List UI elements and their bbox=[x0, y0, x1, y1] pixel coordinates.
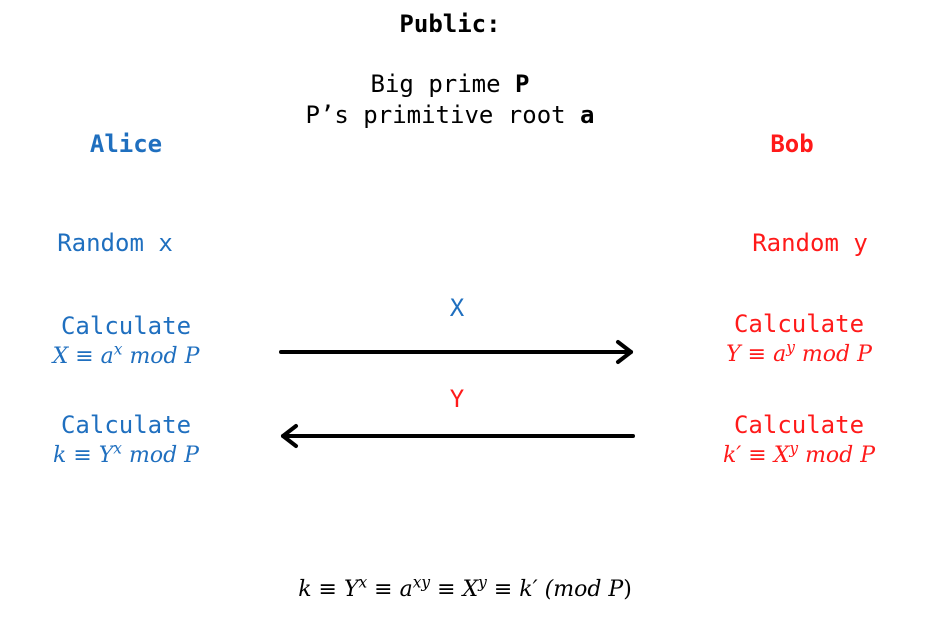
alice-calc1-rhs: mod P bbox=[122, 344, 200, 369]
alice-calc2-formula: k ≡ Yx mod P bbox=[53, 439, 199, 468]
bob-name: Bob bbox=[770, 130, 814, 158]
alice-calc1-label: Calculate bbox=[60, 312, 192, 340]
alice-calc1-formula: X ≡ ax mod P bbox=[52, 340, 200, 369]
alice-name: Alice bbox=[89, 130, 163, 158]
alice-calc1-exp: x bbox=[113, 340, 123, 359]
public-prime-line: Big prime P bbox=[371, 70, 530, 98]
bob-calc1-lhs: Y ≡ a bbox=[726, 342, 787, 367]
conclusion-part-1: k ≡ Y bbox=[298, 577, 359, 602]
public-root-prefix: P’s primitive root bbox=[305, 101, 581, 129]
conclusion-exp-3: y bbox=[478, 573, 487, 592]
alice-calc2-rhs: mod P bbox=[121, 443, 199, 468]
bob-calc2-exp: y bbox=[789, 439, 799, 458]
shared-key-equation: k ≡ Yx ≡ axy ≡ Xy ≡ k′ (mod P) bbox=[298, 573, 632, 602]
bob-calc2-rhs: mod P bbox=[798, 443, 876, 468]
bob-calc2-lhs: k′ ≡ X bbox=[722, 443, 790, 468]
conclusion-part-6: ) bbox=[623, 577, 632, 602]
public-prime-prefix: Big prime bbox=[370, 70, 516, 98]
alice-random: Random x bbox=[57, 229, 173, 257]
conclusion-exp-2: xy bbox=[412, 573, 431, 592]
public-prime-symbol: P bbox=[515, 70, 530, 98]
conclusion-part-4: ≡ k′ ( bbox=[486, 577, 554, 602]
bob-calc2-formula: k′ ≡ Xy mod P bbox=[722, 439, 876, 468]
alice-calc1-lhs: X ≡ a bbox=[52, 344, 114, 369]
public-root-line: P’s primitive root a bbox=[306, 101, 595, 129]
exchange-x-label: X bbox=[449, 294, 465, 322]
alice-calc2-label: Calculate bbox=[60, 411, 192, 439]
bob-random: Random y bbox=[752, 229, 868, 257]
conclusion-part-2: ≡ a bbox=[367, 577, 413, 602]
bob-calc1-rhs: mod P bbox=[794, 342, 872, 367]
alice-calc2-exp: x bbox=[113, 439, 122, 458]
public-root-symbol: a bbox=[580, 101, 595, 129]
bob-calc2-label: Calculate bbox=[733, 411, 865, 439]
exchange-y-label: Y bbox=[449, 385, 465, 413]
conclusion-part-5: mod P bbox=[553, 577, 624, 602]
arrow-bob-to-alice bbox=[281, 424, 635, 448]
conclusion-part-3: ≡ X bbox=[430, 577, 479, 602]
conclusion-exp-1: x bbox=[358, 573, 368, 592]
bob-calc1-formula: Y ≡ ay mod P bbox=[726, 338, 872, 367]
arrow-alice-to-bob bbox=[279, 340, 633, 364]
bob-calc1-exp: y bbox=[786, 338, 795, 357]
bob-calc1-label: Calculate bbox=[733, 310, 865, 338]
alice-calc2-lhs: k ≡ Y bbox=[53, 443, 114, 468]
public-title: Public: bbox=[399, 10, 501, 38]
